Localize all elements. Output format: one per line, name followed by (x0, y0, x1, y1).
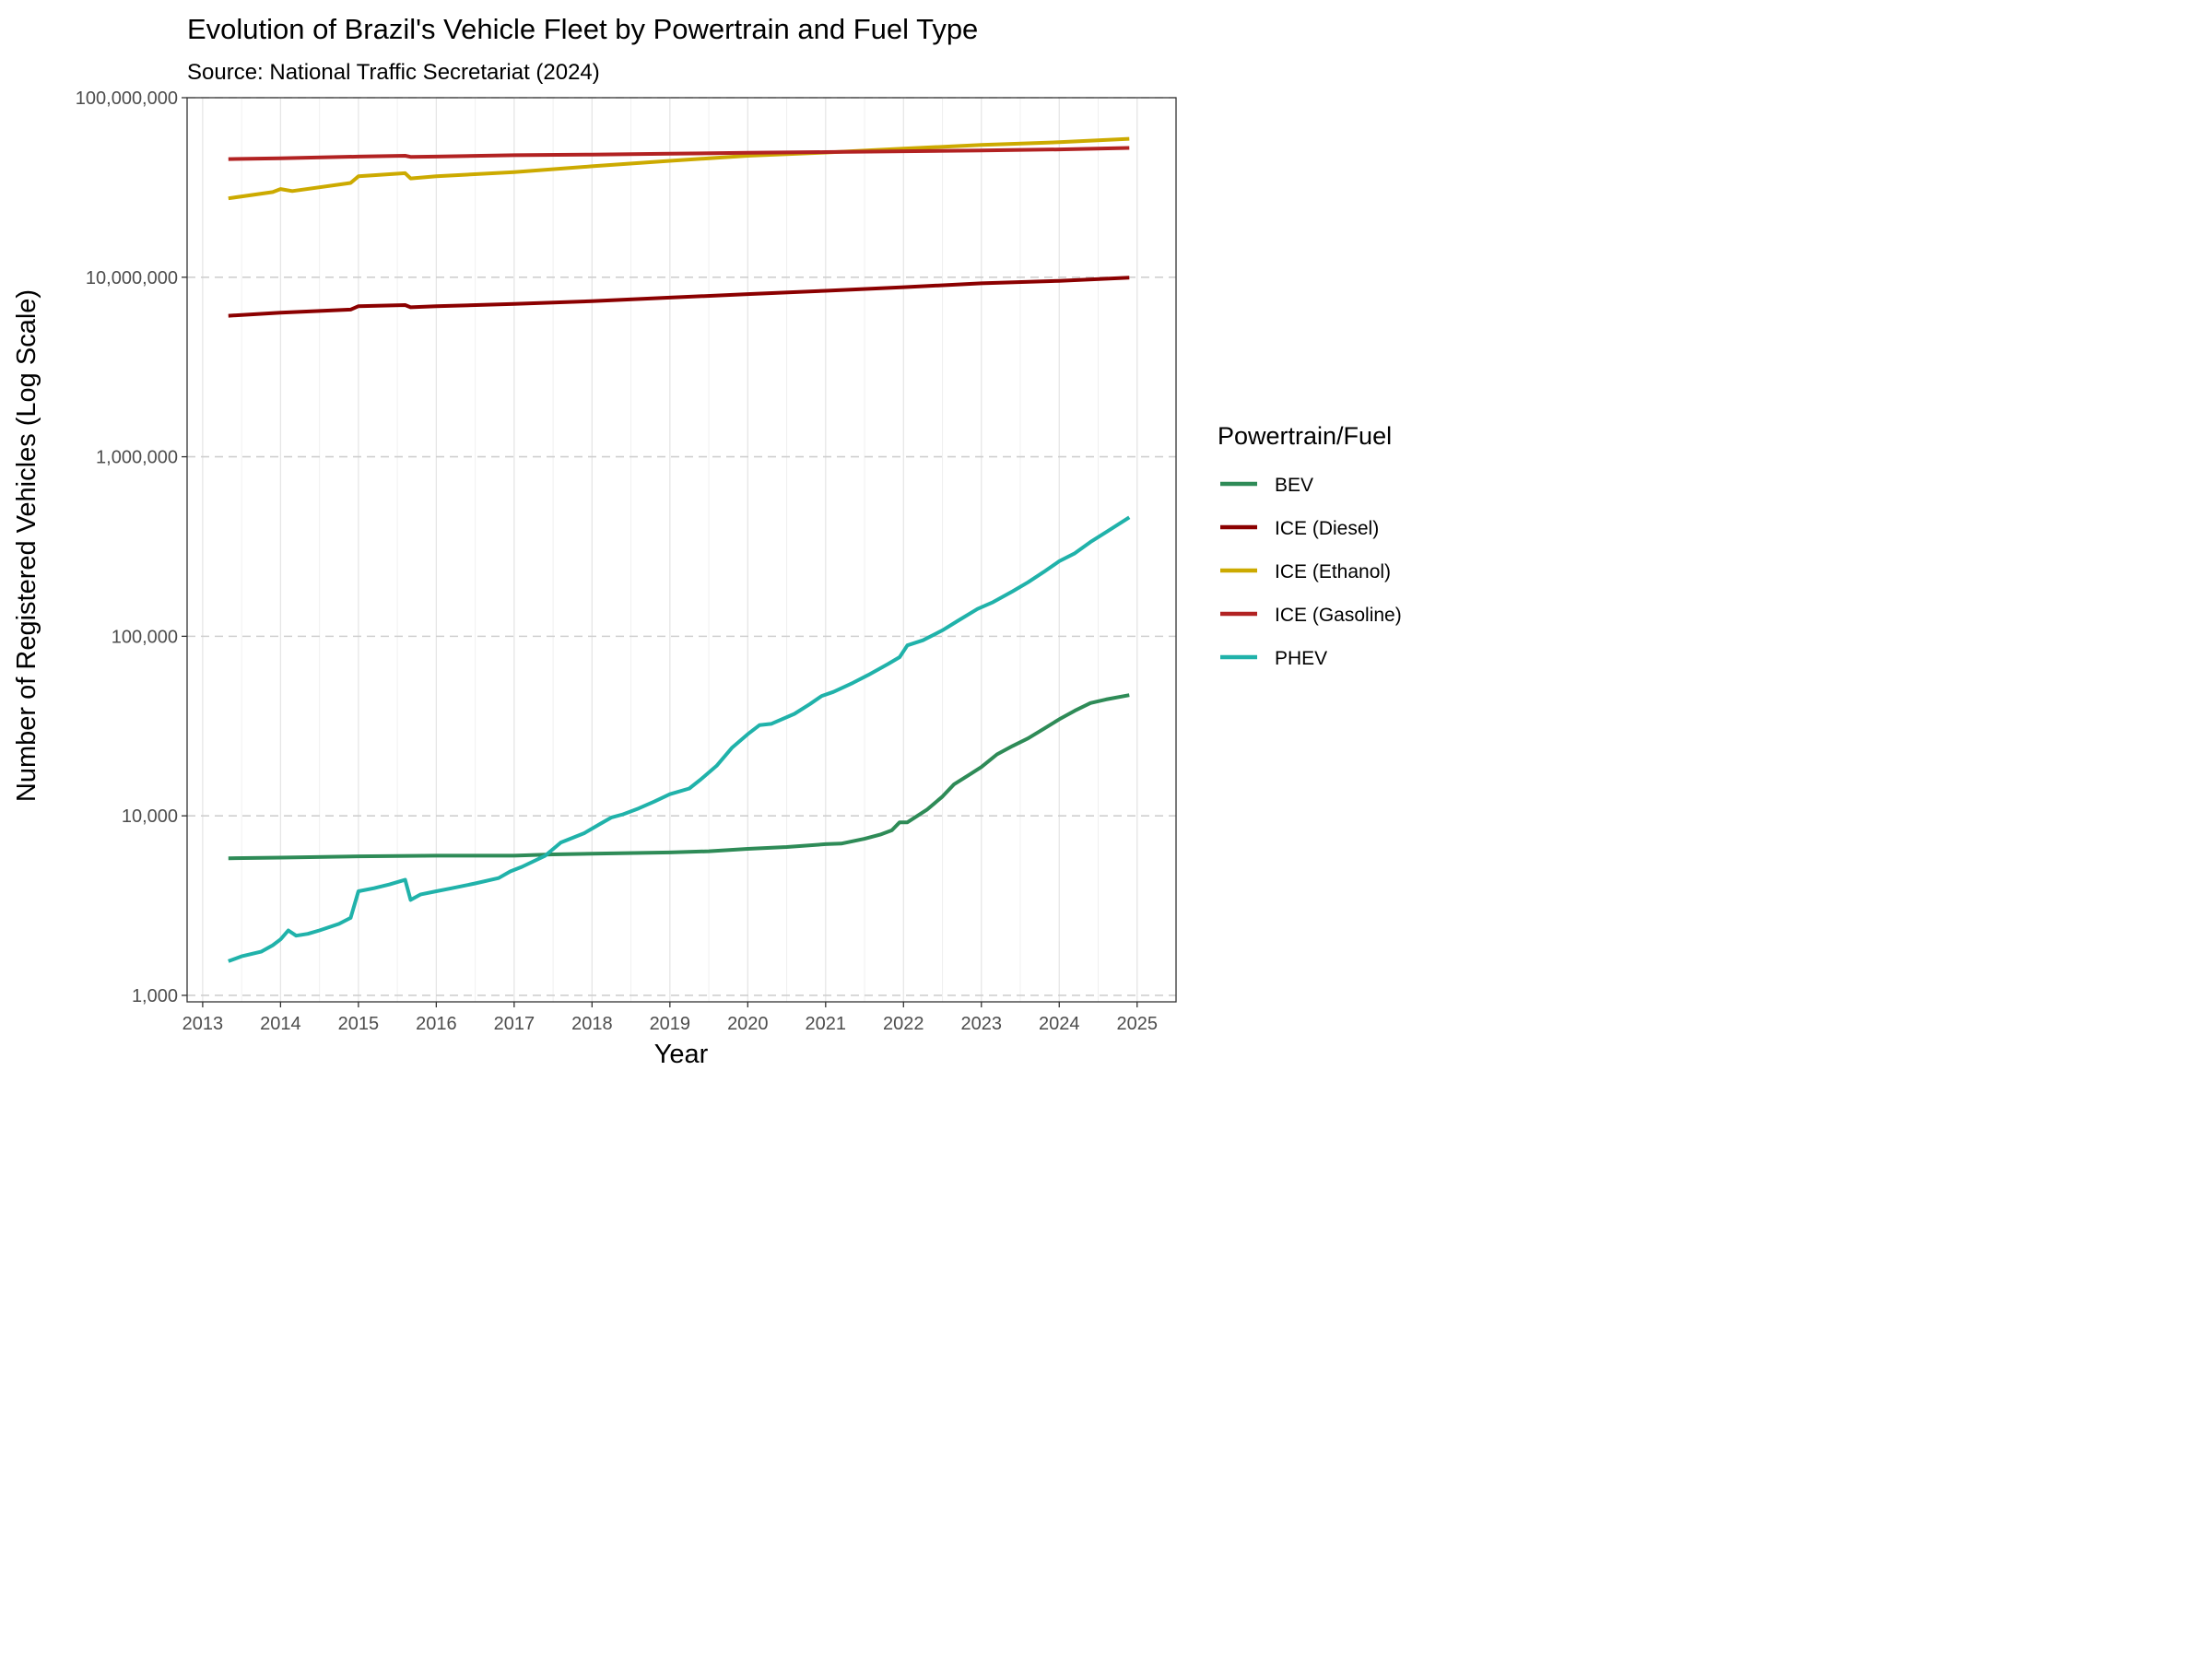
x-tick-label: 2018 (571, 1014, 613, 1034)
x-tick-label: 2022 (883, 1014, 924, 1034)
plot-panel-border (186, 97, 1177, 1003)
y-tick-label: 100,000,000 (76, 88, 178, 109)
y-axis: 1,000 10,000 100,000 1,000,000 10,000,000 100… (76, 88, 187, 1006)
chart-subtitle: Source: National Traffic Secretariat (20… (187, 60, 600, 85)
x-tick-label: 2023 (961, 1014, 1003, 1034)
x-axis: 2013 2014 2015 2016 2017 2018 2019 2020 2021 2022… (182, 1002, 1158, 1034)
grid (187, 97, 1176, 1002)
y-tick-label: 1,000,000 (96, 448, 178, 468)
plot-lines (228, 136, 1131, 963)
x-tick-label: 2015 (338, 1014, 380, 1034)
x-tick-label: 2024 (1039, 1014, 1080, 1034)
series-line-phev (228, 515, 1131, 963)
x-tick-label: 2016 (416, 1014, 457, 1034)
chart: Evolution of Brazil's Vehicle Fleet by P… (12, 13, 1402, 1069)
series-line-ice-ethanol (228, 136, 1130, 201)
legend-label-ice-ethanol: ICE (Ethanol) (1275, 561, 1391, 582)
legend-label-ice-diesel: ICE (Diesel) (1275, 518, 1379, 539)
x-tick-label: 2025 (1117, 1014, 1159, 1034)
legend: Powertrain/Fuel BEV ICE (Diesel) ICE (Etha… (1218, 422, 1402, 669)
series-line-ice-gasoline (228, 146, 1130, 161)
legend-title: Powertrain/Fuel (1218, 422, 1392, 450)
x-tick-label: 2021 (806, 1014, 847, 1034)
x-tick-label: 2020 (727, 1014, 769, 1034)
y-tick-label: 100,000 (112, 627, 178, 647)
x-tick-label: 2019 (650, 1014, 691, 1034)
y-tick-label: 10,000 (122, 806, 178, 827)
series-line-bev (228, 693, 1130, 861)
legend-label-bev: BEV (1275, 475, 1313, 496)
x-axis-title: Year (654, 1040, 709, 1069)
series-line-ice-diesel (228, 276, 1130, 318)
x-tick-label: 2013 (182, 1014, 224, 1034)
x-tick-label: 2017 (494, 1014, 535, 1034)
x-tick-label: 2014 (260, 1014, 301, 1034)
legend-label-phev: PHEV (1275, 648, 1327, 669)
legend-label-ice-gasoline: ICE (Gasoline) (1275, 605, 1402, 626)
y-tick-label: 1,000 (132, 986, 178, 1006)
y-axis-title: Number of Registered Vehicles (Log Scale… (12, 289, 41, 802)
y-tick-label: 10,000,000 (86, 268, 178, 288)
chart-title: Evolution of Brazil's Vehicle Fleet by P… (187, 13, 978, 45)
